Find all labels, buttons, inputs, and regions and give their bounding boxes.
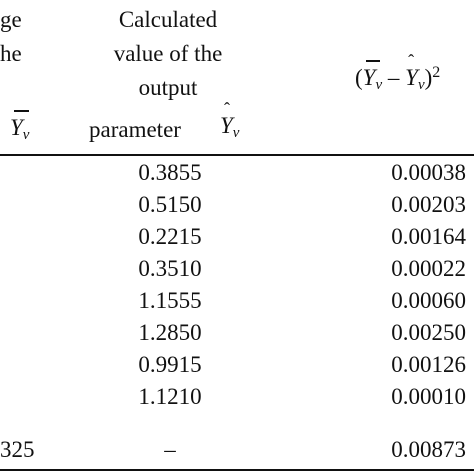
col2-header-symbol: ˆ Yv	[220, 99, 240, 141]
row-5-squared: 0.00060	[391, 288, 466, 313]
row-3-calculated: 0.2215	[138, 224, 202, 249]
hat-mark: ˆ	[224, 99, 230, 119]
row-5-calculated: 1.1555	[138, 288, 202, 313]
row-7-calculated: 0.9915	[138, 352, 202, 377]
col2-header-line2: value of the	[113, 41, 223, 66]
bottom-rule	[0, 469, 474, 471]
row-2-calculated: 0.5150	[138, 192, 202, 217]
row-3-squared: 0.00164	[391, 224, 466, 249]
col1-header-line1: ge	[0, 7, 22, 32]
col2-header-line1: Calculated	[118, 7, 218, 32]
col1-header-symbol: Yv	[10, 110, 29, 143]
row-4-calculated: 0.3510	[138, 256, 202, 281]
row-6-calculated: 1.2850	[138, 320, 202, 345]
row-7-squared: 0.00126	[391, 352, 466, 377]
row-8-squared: 0.00010	[391, 384, 466, 409]
row-6-squared: 0.00250	[391, 320, 466, 345]
row-2-squared: 0.00203	[391, 192, 466, 217]
row-1-squared: 0.00038	[391, 160, 466, 185]
row-4-squared: 0.00022	[391, 256, 466, 281]
total-row-squared: 0.00873	[391, 437, 466, 462]
col1-header-line2: he	[0, 41, 22, 66]
col3-header-formula: (Yv – ˆ Yv)2	[355, 51, 441, 93]
total-row-col1: 325	[0, 437, 35, 462]
row-1-calculated: 0.3855	[138, 160, 202, 185]
row-8-calculated: 1.1210	[138, 384, 202, 409]
col2-header-line4: parameter	[89, 117, 181, 142]
overbar-mark	[14, 110, 29, 112]
header-rule	[0, 154, 474, 156]
total-row-calculated: –	[164, 437, 176, 462]
col2-header-line3: output	[138, 75, 198, 100]
